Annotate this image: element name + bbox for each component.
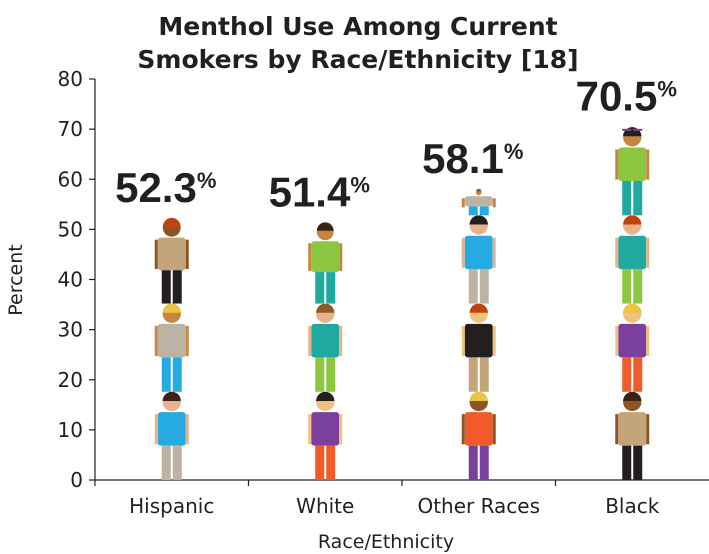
person-icon [615,215,650,304]
chart-title: Menthol Use Among Current Smokers by Rac… [137,12,578,74]
chart-title-line-1: Menthol Use Among Current [158,12,557,41]
value-label: 52.3% [115,164,216,211]
y-tick-label: 20 [58,368,83,392]
x-tick-label: White [296,494,354,518]
chart-title-line-2: Smokers by Race/Ethnicity [18] [137,45,578,74]
y-tick-label: 50 [58,217,83,241]
y-tick-label: 70 [58,117,83,141]
bar-black [615,126,650,480]
y-tick-label: 10 [58,418,83,442]
bar-hispanic [154,217,189,480]
person-icon [461,303,496,392]
person-icon [308,303,343,392]
value-label: 58.1% [422,135,523,182]
y-axis-label: Percent [5,244,27,316]
y-tick-label: 30 [58,318,83,342]
person-icon [461,391,496,480]
axes: 0 10 20 30 40 50 60 70 80 Hispanic White Other Race… [58,67,709,518]
person-icon [154,391,189,480]
value-labels: 52.3% 51.4% 58.1% 70.5% [115,73,677,216]
person-icon [615,391,650,480]
bar-other-races [461,188,496,480]
person-icon [154,303,189,392]
person-icon [615,127,650,216]
x-axis-label: Race/Ethnicity [318,531,454,553]
value-label: 70.5% [576,73,677,120]
bar-white [308,222,343,480]
person-icon [308,222,343,304]
x-tick-label: Other Races [417,494,540,518]
person-icon [308,391,343,480]
y-tick-label: 40 [58,268,83,292]
x-tick-label: Black [605,494,660,518]
y-tick-label: 60 [58,167,83,191]
person-icon [461,215,496,304]
y-tick-label: 0 [70,468,83,492]
person-icon [615,126,650,131]
pictogram-bars [154,126,650,480]
person-icon [154,217,189,304]
value-label: 51.4% [269,168,370,215]
x-tick-label: Hispanic [129,494,214,518]
person-icon [615,303,650,392]
person-icon [461,188,496,216]
y-tick-label: 80 [58,67,83,91]
